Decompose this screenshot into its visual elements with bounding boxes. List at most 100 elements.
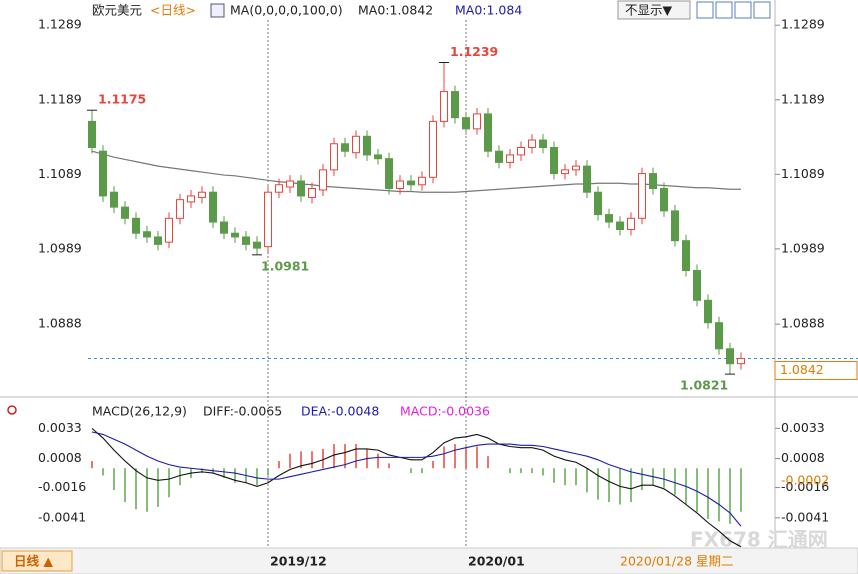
tool-button[interactable] (715, 1, 733, 19)
candle-body (110, 191, 118, 208)
symbol-title: 欧元美元 (92, 3, 142, 18)
ma-label-2: MA0:1.084 (455, 3, 522, 18)
candle-body (264, 191, 272, 248)
period-button[interactable] (1, 550, 73, 572)
candle-body (682, 240, 690, 271)
tool-button[interactable] (734, 1, 752, 19)
x-tick-label: 2019/12 (270, 554, 327, 569)
dea-label: DEA:-0.0048 (301, 404, 379, 419)
candle-body (638, 173, 646, 219)
current-date: 2020/01/28 星期二 (620, 554, 734, 569)
candle-body (165, 217, 173, 243)
macd-label: MACD:-0.0036 (400, 404, 490, 419)
candle-body (187, 195, 195, 203)
x-tick-label: 2020/01 (468, 554, 525, 569)
candle-body (594, 191, 602, 216)
y-tick-label: 1.0989 (38, 240, 82, 255)
y-tick-label: 1.1289 (38, 17, 82, 32)
y-tick-label: 1.1189 (38, 91, 82, 106)
extreme-label: 1.0981 (261, 258, 309, 273)
candle-body (341, 143, 349, 152)
candle-body (286, 180, 294, 188)
y-tick-label: 1.0888 (38, 316, 82, 331)
y-tick-label: 1.1089 (38, 166, 82, 181)
period-button-label[interactable]: 日线 ▲ (14, 554, 53, 569)
candle-body (143, 231, 151, 238)
ma-label: MA0:1.0842 (358, 3, 433, 18)
candle-body (484, 113, 492, 152)
candle-body (506, 154, 514, 163)
y-tick-label-right: 1.1089 (781, 166, 825, 181)
candle-body (352, 135, 360, 154)
y-tick-label-right: 1.1289 (781, 17, 825, 32)
candle-body (627, 217, 635, 230)
candle-body (407, 180, 415, 186)
candle-body (715, 322, 723, 350)
candle-body (561, 169, 569, 175)
y-tick-label-right: -0.0016 (781, 479, 829, 494)
y-tick-label-right: 1.1189 (781, 91, 825, 106)
candle-body (605, 214, 613, 223)
candle-body (330, 143, 338, 171)
candle-body (649, 173, 657, 189)
candle-body (374, 154, 382, 160)
tool-button[interactable] (753, 1, 771, 19)
macd-title: MACD(26,12,9) (92, 404, 187, 419)
y-tick-label: -0.0041 (38, 509, 86, 524)
candle-body (154, 236, 162, 245)
candle-body (572, 165, 580, 171)
tool-button[interactable] (696, 1, 714, 19)
candle-body (363, 135, 371, 156)
y-tick-label: 0.0033 (38, 420, 82, 435)
extreme-label: 1.1239 (450, 44, 498, 59)
candle-body (132, 217, 140, 234)
candle-body (319, 169, 327, 191)
candle-body (209, 191, 217, 223)
extreme-label: 1.0821 (680, 378, 728, 393)
diff-label: DIFF:-0.0065 (203, 404, 282, 419)
candle-body (495, 150, 503, 163)
last-price-label: 1.0842 (780, 362, 824, 377)
hide-button-label[interactable]: 不显示▼ (625, 3, 673, 18)
y-tick-label: -0.0016 (38, 479, 86, 494)
candle-body (396, 180, 404, 189)
candle-body (88, 120, 96, 148)
candle-body (693, 269, 701, 301)
hide-button[interactable] (617, 0, 691, 20)
candle-body (418, 176, 426, 186)
y-tick-label-right: 0.0033 (781, 420, 825, 435)
candle-body (583, 165, 591, 193)
candle-body (385, 158, 393, 189)
macd-line (91, 427, 742, 548)
y-tick-label: 0.0008 (38, 450, 82, 465)
y-tick-label-right: 1.0989 (781, 240, 825, 255)
period-label[interactable]: <日线> (150, 3, 196, 18)
y-tick-label-right: -0.0041 (781, 509, 829, 524)
macd-line (91, 431, 742, 527)
candle-body (429, 120, 437, 178)
watermark: FX678 汇通网 (690, 528, 828, 552)
footer-bar (0, 547, 858, 574)
candle-body (726, 348, 734, 365)
extreme-label: 1.1175 (98, 92, 146, 107)
last-price-box (774, 360, 858, 380)
candle-body (253, 241, 261, 249)
candle-body (528, 139, 536, 148)
y-tick-label-right: 1.0888 (781, 316, 825, 331)
toolbar (696, 1, 771, 19)
ma-setting: MA(0,0,0,0,100,0) (230, 3, 343, 18)
y-tick-label-right: 0.0008 (781, 450, 825, 465)
candle-body (737, 357, 745, 365)
candle-body (220, 221, 228, 234)
candle-body (121, 206, 129, 219)
candle-body (473, 113, 481, 130)
candle-body (550, 146, 558, 175)
settings-icon[interactable] (210, 3, 225, 18)
candle-body (616, 221, 624, 230)
sun-icon[interactable] (7, 405, 17, 415)
candle-body (231, 232, 239, 238)
candle-body (176, 199, 184, 219)
macd-marker-label: -0.0002 (781, 473, 829, 488)
